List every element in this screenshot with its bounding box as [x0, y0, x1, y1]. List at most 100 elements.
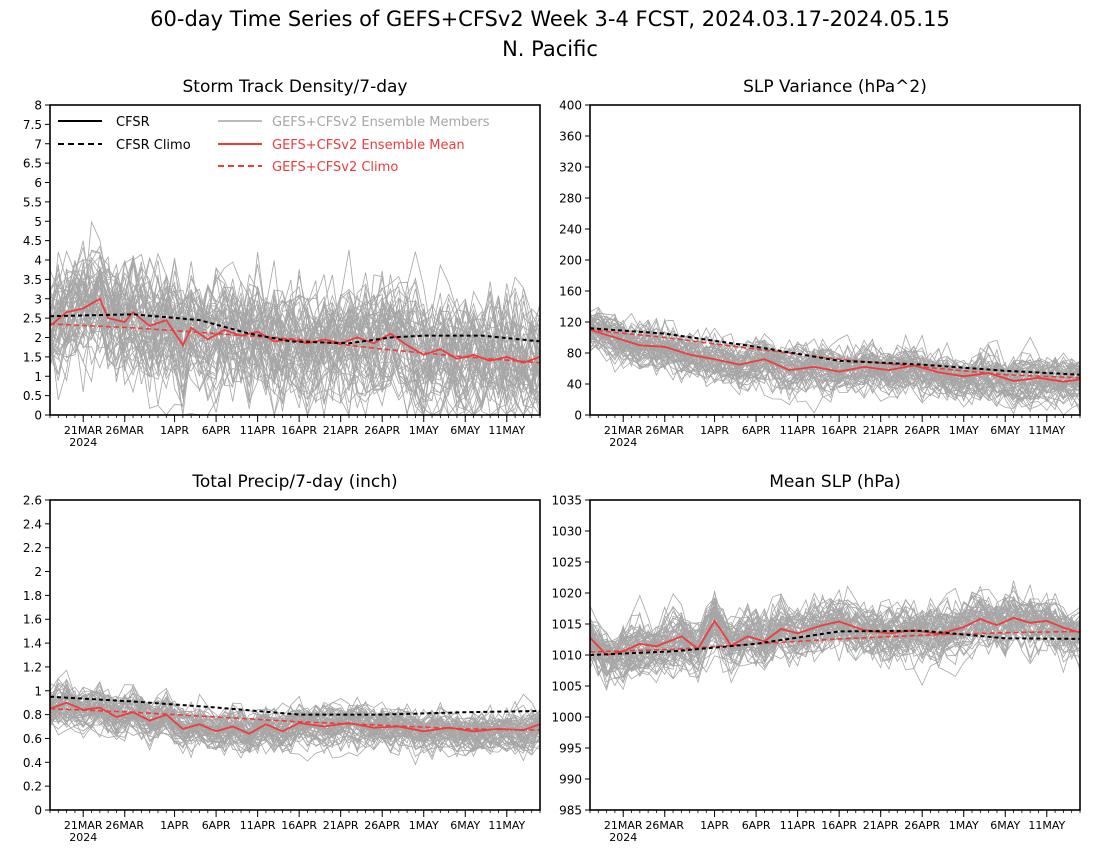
x-tick-label: 21MAR — [64, 424, 103, 437]
panel-title: Storm Track Density/7-day — [183, 77, 408, 97]
x-tick-label: 21APR — [863, 424, 899, 437]
y-tick-label: 1020 — [551, 587, 582, 601]
x-year-label: 2024 — [69, 831, 97, 844]
y-tick-label: 1 — [34, 684, 42, 698]
panel-title: Mean SLP (hPa) — [769, 472, 901, 492]
y-tick-label: 8 — [34, 99, 42, 113]
x-tick-label: 26MAR — [645, 424, 684, 437]
ensemble-members — [589, 306, 1081, 416]
y-tick-label: 360 — [559, 130, 582, 144]
x-tick-label: 11APR — [240, 819, 276, 832]
figure-subtitle: N. Pacific — [502, 37, 598, 61]
y-tick-label: 240 — [559, 223, 582, 237]
x-tick-label: 1MAY — [409, 819, 439, 832]
legend-ens-mean-label: GEFS+CFSv2 Ensemble Mean — [272, 138, 465, 153]
plot-frame — [49, 499, 541, 811]
x-tick-label: 16APR — [281, 424, 317, 437]
y-tick-label: 1.2 — [23, 660, 42, 674]
legend-cfsr-climo-label: CFSR Climo — [116, 138, 191, 153]
x-tick-label: 6MAY — [450, 819, 480, 832]
ensemble-member-line — [49, 271, 541, 417]
y-tick-label: 1.4 — [23, 637, 42, 651]
x-tick-label: 26MAR — [645, 819, 684, 832]
x-tick-label: 26MAR — [105, 819, 144, 832]
ensemble-member-line — [49, 685, 541, 753]
x-tick-label: 21MAR — [604, 819, 643, 832]
ensemble-member-line — [49, 698, 541, 753]
ensemble-mean-line — [49, 701, 541, 735]
ensemble-member-line — [49, 257, 541, 403]
y-tick-label: 1035 — [551, 494, 582, 508]
ensemble-member-line — [49, 278, 541, 408]
y-tick-label: 5 — [34, 215, 42, 229]
y-tick-label: 3 — [34, 292, 42, 306]
x-tick-label: 16APR — [821, 424, 857, 437]
ensemble-member-line — [49, 283, 541, 416]
ensemble-member-line — [589, 599, 1081, 671]
x-tick-label: 6MAY — [450, 424, 480, 437]
y-tick-label: 2.5 — [23, 312, 42, 326]
legend-cfsr-label: CFSR — [116, 115, 150, 130]
ensemble-member-line — [49, 261, 541, 416]
x-tick-label: 6MAY — [990, 424, 1020, 437]
y-tick-label: 2.6 — [23, 494, 42, 508]
y-tick-label: 120 — [559, 316, 582, 330]
y-tick-label: 4 — [34, 254, 42, 268]
ensemble-member-line — [589, 596, 1081, 683]
y-tick-label: 990 — [559, 773, 582, 787]
x-tick-label: 1APR — [700, 819, 729, 832]
ensemble-member-line — [589, 312, 1081, 404]
y-tick-label: 0 — [34, 409, 42, 423]
ensemble-member-line — [49, 683, 541, 756]
panel-storm-track-density: Storm Track Density/7-day 0 0.5 1 1.5 2 2.5 3 3.… — [23, 77, 541, 449]
x-tick-label: 6MAY — [990, 819, 1020, 832]
x-tick-label: 6APR — [742, 819, 771, 832]
y-tick-label: 0.4 — [23, 756, 42, 770]
x-tick-label: 11APR — [780, 424, 816, 437]
ensemble-mean-line — [589, 328, 1081, 383]
ensemble-member-line — [589, 324, 1081, 398]
y-tick-label: 1 — [34, 370, 42, 384]
figure-title: 60-day Time Series of GEFS+CFSv2 Week 3-… — [150, 7, 950, 31]
x-tick-label: 1MAY — [409, 424, 439, 437]
ensemble-member-line — [49, 276, 541, 417]
y-tick-label: 1005 — [551, 680, 582, 694]
y-tick-label: 2.2 — [23, 541, 42, 555]
y-tick-label: 0 — [574, 409, 582, 423]
ensemble-members — [589, 580, 1081, 692]
x-tick-label: 1APR — [160, 424, 189, 437]
panel-slp-variance: SLP Variance (hPa^2) 0 40 80 120 160 200 240 280… — [559, 77, 1081, 449]
x-tick-label: 11MAY — [488, 819, 525, 832]
y-tick-label: 1030 — [551, 525, 582, 539]
y-tick-label: 7.5 — [23, 118, 42, 132]
panel-mean-slp: Mean SLP (hPa) 985 990 995 1000 1005 1010 1015 1… — [551, 472, 1081, 844]
x-tick-label: 1APR — [700, 424, 729, 437]
ensemble-members — [49, 669, 541, 766]
y-tick-label: 6.5 — [23, 157, 42, 171]
legend: CFSR CFSR Climo GEFS+CFSv2 Ensemble Memb… — [58, 115, 490, 175]
y-tick-label: 160 — [559, 285, 582, 299]
y-tick-label: 40 — [567, 378, 582, 392]
ensemble-member-line — [589, 329, 1081, 396]
y-tick-label: 995 — [559, 742, 582, 756]
x-tick-label: 26APR — [904, 819, 940, 832]
x-tick-label: 26APR — [364, 819, 400, 832]
ensemble-member-line — [49, 250, 541, 401]
y-tick-label: 5.5 — [23, 195, 42, 209]
y-tick-label: 2 — [34, 565, 42, 579]
x-tick-label: 11APR — [780, 819, 816, 832]
y-tick-label: 1010 — [551, 649, 582, 663]
y-tick-label: 1000 — [551, 711, 582, 725]
ensemble-member-line — [589, 590, 1081, 672]
y-tick-label: 0.6 — [23, 732, 42, 746]
x-tick-label: 21MAR — [64, 819, 103, 832]
panel-total-precip: Total Precip/7-day (inch)00.20.40.60.811… — [23, 472, 541, 844]
x-year-label: 2024 — [609, 831, 637, 844]
x-tick-label: 26MAR — [105, 424, 144, 437]
ensemble-member-line — [49, 257, 541, 416]
ensemble-member-line — [49, 258, 541, 416]
x-tick-label: 26APR — [904, 424, 940, 437]
x-tick-label: 21APR — [863, 819, 899, 832]
ensemble-member-line — [49, 693, 541, 753]
y-tick-label: 2.4 — [23, 517, 42, 531]
